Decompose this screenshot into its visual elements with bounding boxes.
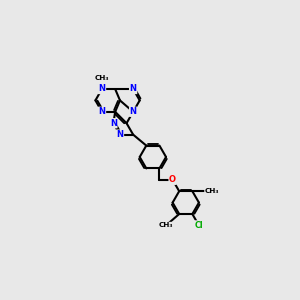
Text: CH₃: CH₃: [205, 188, 219, 194]
Text: N: N: [98, 107, 106, 116]
Text: O: O: [169, 175, 176, 184]
Text: N: N: [98, 85, 106, 94]
Text: N: N: [130, 85, 136, 94]
Text: N: N: [110, 119, 117, 128]
Text: Cl: Cl: [195, 221, 203, 230]
Text: N: N: [130, 107, 136, 116]
Text: CH₃: CH₃: [159, 222, 173, 228]
Text: CH₃: CH₃: [95, 75, 109, 81]
Text: N: N: [116, 130, 124, 139]
